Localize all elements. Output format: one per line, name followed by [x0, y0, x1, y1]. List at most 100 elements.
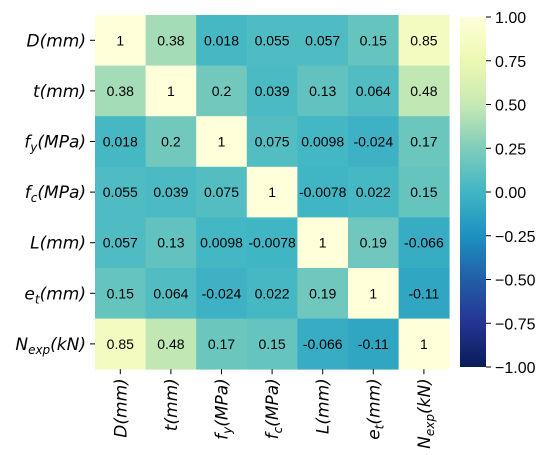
- cell-value-label: 0.17: [410, 134, 437, 150]
- label-unit: (mm): [40, 31, 86, 51]
- heatmap-cell: [398, 166, 450, 218]
- x-tick-label-fc: fc(MPa): [263, 378, 285, 439]
- heatmap-cell: [95, 116, 146, 168]
- heatmap-cell: [95, 217, 146, 269]
- heatmap-cell: [297, 65, 349, 117]
- heatmap-cell: [196, 217, 248, 269]
- cell-value-label: 0.13: [157, 235, 184, 251]
- label-subscript: c: [31, 191, 38, 205]
- label-subscript: y: [29, 141, 38, 155]
- cell-value-label: 0.057: [305, 32, 340, 48]
- cell-value-label: -0.0078: [299, 184, 347, 200]
- label-symbol: N: [415, 436, 435, 449]
- heatmap-cell: [297, 318, 349, 370]
- cell-value-label: 0.018: [103, 134, 138, 150]
- label-unit: (MPa): [37, 183, 86, 203]
- cell-value-label: 0.15: [107, 285, 134, 301]
- cell-value-label: 0.0098: [200, 235, 243, 251]
- cell-value-label: 0.38: [157, 32, 184, 48]
- heatmap-cell: [95, 15, 146, 66]
- heatmap-cell: [95, 318, 146, 370]
- heatmap-cell: [145, 217, 197, 269]
- cell-value-label: 0.2: [212, 83, 232, 99]
- label-unit: (kN): [415, 378, 435, 414]
- y-tick-label-Nexp: Nexp(kN): [15, 335, 86, 357]
- cell-value-label: 0.064: [356, 83, 391, 99]
- cell-value-label: 0.018: [204, 32, 239, 48]
- heatmap-cell: [196, 15, 248, 66]
- cell-value-label: 1: [420, 336, 428, 352]
- label-subscript: y: [221, 426, 235, 435]
- label-symbol: f: [263, 430, 283, 439]
- label-unit: (mm): [162, 378, 182, 424]
- cell-value-label: 0.15: [410, 184, 437, 200]
- heatmap-cell: [196, 65, 248, 117]
- colorbar-tick-label: −0.50: [495, 273, 536, 290]
- label-symbol: N: [15, 335, 28, 355]
- cell-value-label: 0.075: [255, 134, 290, 150]
- heatmap-cell: [246, 166, 298, 218]
- cell-value-label: 0.13: [309, 83, 336, 99]
- label-unit: (mm): [314, 378, 334, 424]
- heatmap-cell: [398, 217, 450, 269]
- label-unit: (MPa): [263, 378, 283, 427]
- heatmap-cell: [246, 65, 298, 117]
- label-unit: (mm): [40, 284, 86, 304]
- heatmap-cell: [246, 116, 298, 168]
- heatmap-cell: [196, 268, 248, 319]
- heatmap-cell: [348, 166, 399, 218]
- label-symbol: t: [33, 82, 41, 102]
- cell-value-label: 0.039: [255, 83, 290, 99]
- label-symbol: e: [24, 284, 34, 304]
- x-tick-label-Nexp: Nexp(kN): [415, 378, 437, 449]
- heatmap-cell: [348, 65, 399, 117]
- heatmap-cell: [348, 268, 399, 319]
- colorbar-tick-label: −0.75: [495, 316, 536, 333]
- y-tick-label-fc: fc(MPa): [25, 183, 86, 205]
- x-tick-label-L: L(mm): [314, 378, 334, 434]
- cell-value-label: -0.066: [303, 336, 343, 352]
- label-symbol: f: [24, 133, 33, 153]
- x-tick-label-D: D(mm): [111, 378, 131, 437]
- heatmap-cell: [95, 65, 146, 117]
- cell-value-label: 1: [369, 285, 377, 301]
- y-axis-labels: D(mm)t(mm)fy(MPa)fc(MPa)L(mm)et(mm)Nexp(…: [15, 31, 95, 357]
- heatmap-cell: [297, 217, 349, 269]
- y-tick-label-et: et(mm): [24, 284, 86, 306]
- y-tick-label-L: L(mm): [30, 234, 86, 254]
- label-unit: (mm): [40, 234, 86, 254]
- cell-value-label: -0.066: [404, 235, 444, 251]
- heatmap-cell: [348, 116, 399, 168]
- x-axis-labels: D(mm)t(mm)fy(MPa)fc(MPa)L(mm)et(mm)Nexp(…: [111, 369, 437, 449]
- heatmap-cell: [246, 217, 298, 269]
- colorbar-tick-label: 1.00: [495, 10, 526, 27]
- heatmap-cell: [348, 318, 399, 370]
- cell-value-label: 0.48: [157, 336, 184, 352]
- colorbar-tick-label: 0.00: [495, 185, 526, 202]
- label-unit: (MPa): [213, 378, 233, 427]
- cell-value-label: 1: [116, 32, 124, 48]
- heatmap-cell: [398, 318, 450, 370]
- label-unit: (mm): [364, 378, 384, 424]
- cell-value-label: 0.2: [161, 134, 181, 150]
- label-subscript: exp: [423, 414, 437, 436]
- heatmap-cell: [246, 318, 298, 370]
- heatmap-cell: [297, 268, 349, 319]
- cell-value-label: 0.17: [208, 336, 235, 352]
- colorbar: 1.00 0.75 0.50 0.25 0.00 −0.25 −0.50 −0.75 −1.00: [460, 10, 536, 377]
- heatmap-cell: [196, 318, 248, 370]
- label-subscript: t: [372, 423, 386, 429]
- heatmap-cell: [297, 15, 349, 66]
- colorbar-gradient: [460, 17, 486, 367]
- x-tick-label-fy: fy(MPa): [213, 378, 235, 440]
- label-symbol: D: [27, 31, 40, 51]
- heatmap-cell: [348, 15, 399, 66]
- heatmap-cell: [95, 268, 146, 319]
- heatmap-cell: [297, 116, 349, 168]
- heatmap-cell: [398, 268, 450, 319]
- label-symbol: e: [364, 429, 384, 439]
- colorbar-tick-label: −1.00: [495, 360, 536, 377]
- cell-value-label: -0.024: [202, 285, 242, 301]
- cell-value-label: 0.075: [204, 184, 239, 200]
